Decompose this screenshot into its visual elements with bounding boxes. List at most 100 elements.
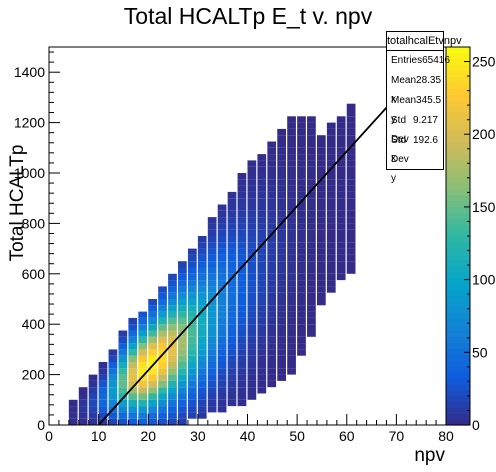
heatmap-cell <box>297 128 306 136</box>
stats-value: 65416 <box>422 55 450 66</box>
heatmap-cell <box>257 217 267 224</box>
heatmap-cell <box>197 380 207 388</box>
heatmap-cell <box>217 311 227 318</box>
heatmap-cell <box>307 330 316 337</box>
heatmap-cell <box>227 191 237 199</box>
heatmap-cell <box>267 204 277 211</box>
heatmap-cell <box>287 147 296 155</box>
heatmap-cell <box>187 261 197 268</box>
heatmap-cell <box>287 141 296 148</box>
heatmap-cell <box>326 236 336 243</box>
heatmap-cell <box>297 166 306 173</box>
heatmap-cell <box>257 261 267 268</box>
heatmap-cell <box>336 261 346 268</box>
heatmap-cell <box>257 362 267 369</box>
heatmap-cell <box>277 343 286 350</box>
y-tick-label: 400 <box>22 316 46 332</box>
heatmap-cell <box>297 179 306 186</box>
heatmap-cell <box>247 217 257 224</box>
heatmap-cell <box>138 387 148 394</box>
heatmap-cell <box>98 406 108 413</box>
heatmap-cell <box>247 248 257 255</box>
heatmap-cell <box>267 254 277 262</box>
colorbar-band <box>446 407 470 414</box>
heatmap-cell <box>267 317 277 325</box>
heatmap-cell <box>267 147 277 155</box>
x-tick-label: 0 <box>45 428 53 444</box>
heatmap-cell <box>257 336 267 344</box>
heatmap-cell <box>257 154 267 161</box>
heatmap-cell <box>257 160 267 167</box>
heatmap-cell <box>128 343 138 350</box>
heatmap-cell <box>118 399 128 407</box>
heatmap-cell <box>307 198 316 205</box>
heatmap-cell <box>247 254 257 262</box>
heatmap-cell <box>287 122 296 129</box>
heatmap-cell <box>168 343 177 350</box>
heatmap-cell <box>158 305 167 312</box>
heatmap-cell <box>108 412 118 419</box>
heatmap-cell <box>237 248 247 255</box>
heatmap-cell <box>237 399 247 407</box>
colorbar-band <box>446 100 470 107</box>
heatmap-cell <box>346 179 356 186</box>
heatmap-cell <box>197 393 207 400</box>
heatmap-cell <box>237 330 247 337</box>
heatmap-cell <box>118 355 128 362</box>
colorbar-band <box>446 94 470 101</box>
heatmap-cell <box>257 236 267 243</box>
heatmap-cell <box>128 418 138 425</box>
heatmap-cell <box>98 399 108 407</box>
heatmap-cell <box>217 336 227 344</box>
heatmap-cell <box>138 393 148 400</box>
heatmap-cell <box>108 387 118 394</box>
heatmap-cell <box>336 128 346 136</box>
heatmap-cell <box>326 223 336 230</box>
heatmap-cell <box>287 368 296 375</box>
heatmap-cell <box>307 248 316 255</box>
heatmap-cell <box>227 261 237 268</box>
heatmap-cell <box>267 292 277 299</box>
heatmap-cell <box>178 324 187 331</box>
heatmap-cell <box>326 191 336 199</box>
heatmap-cell <box>217 273 227 281</box>
heatmap-cell <box>277 292 286 299</box>
heatmap-cell <box>346 173 356 180</box>
heatmap-cell <box>217 236 227 243</box>
heatmap-cell <box>207 217 217 224</box>
heatmap-cell <box>267 185 277 192</box>
colorbar-band <box>446 141 470 149</box>
heatmap-cell <box>297 154 306 161</box>
colorbar-band <box>446 236 470 243</box>
heatmap-cell <box>257 355 267 362</box>
heatmap-cell <box>326 254 336 262</box>
heatmap-cell <box>227 336 237 344</box>
heatmap-cells <box>68 103 356 425</box>
heatmap-cell <box>227 374 237 381</box>
heatmap-cell <box>158 299 167 306</box>
heatmap-cell <box>297 286 306 293</box>
heatmap-cell <box>108 380 118 388</box>
heatmap-cell <box>237 305 247 312</box>
colorbar-band <box>446 82 470 89</box>
heatmap-cell <box>326 122 336 129</box>
heatmap-cell <box>118 393 128 400</box>
heatmap-cell <box>277 355 286 362</box>
heatmap-cell <box>168 349 177 356</box>
heatmap-cell <box>168 418 177 425</box>
colorbar-band <box>446 123 470 131</box>
heatmap-cell <box>197 355 207 362</box>
heatmap-cell <box>267 191 277 199</box>
heatmap-cell <box>148 317 157 325</box>
heatmap-cell <box>158 286 167 293</box>
heatmap-cell <box>68 412 78 419</box>
heatmap-cell <box>197 324 207 331</box>
heatmap-cell <box>326 210 336 218</box>
heatmap-cell <box>118 387 128 394</box>
heatmap-cell <box>316 135 326 142</box>
fit-line <box>97 46 443 426</box>
heatmap-cell <box>247 387 257 394</box>
heatmap-cell <box>148 412 157 419</box>
heatmap-cell <box>297 116 306 123</box>
y-tick-label: 1000 <box>14 165 45 181</box>
